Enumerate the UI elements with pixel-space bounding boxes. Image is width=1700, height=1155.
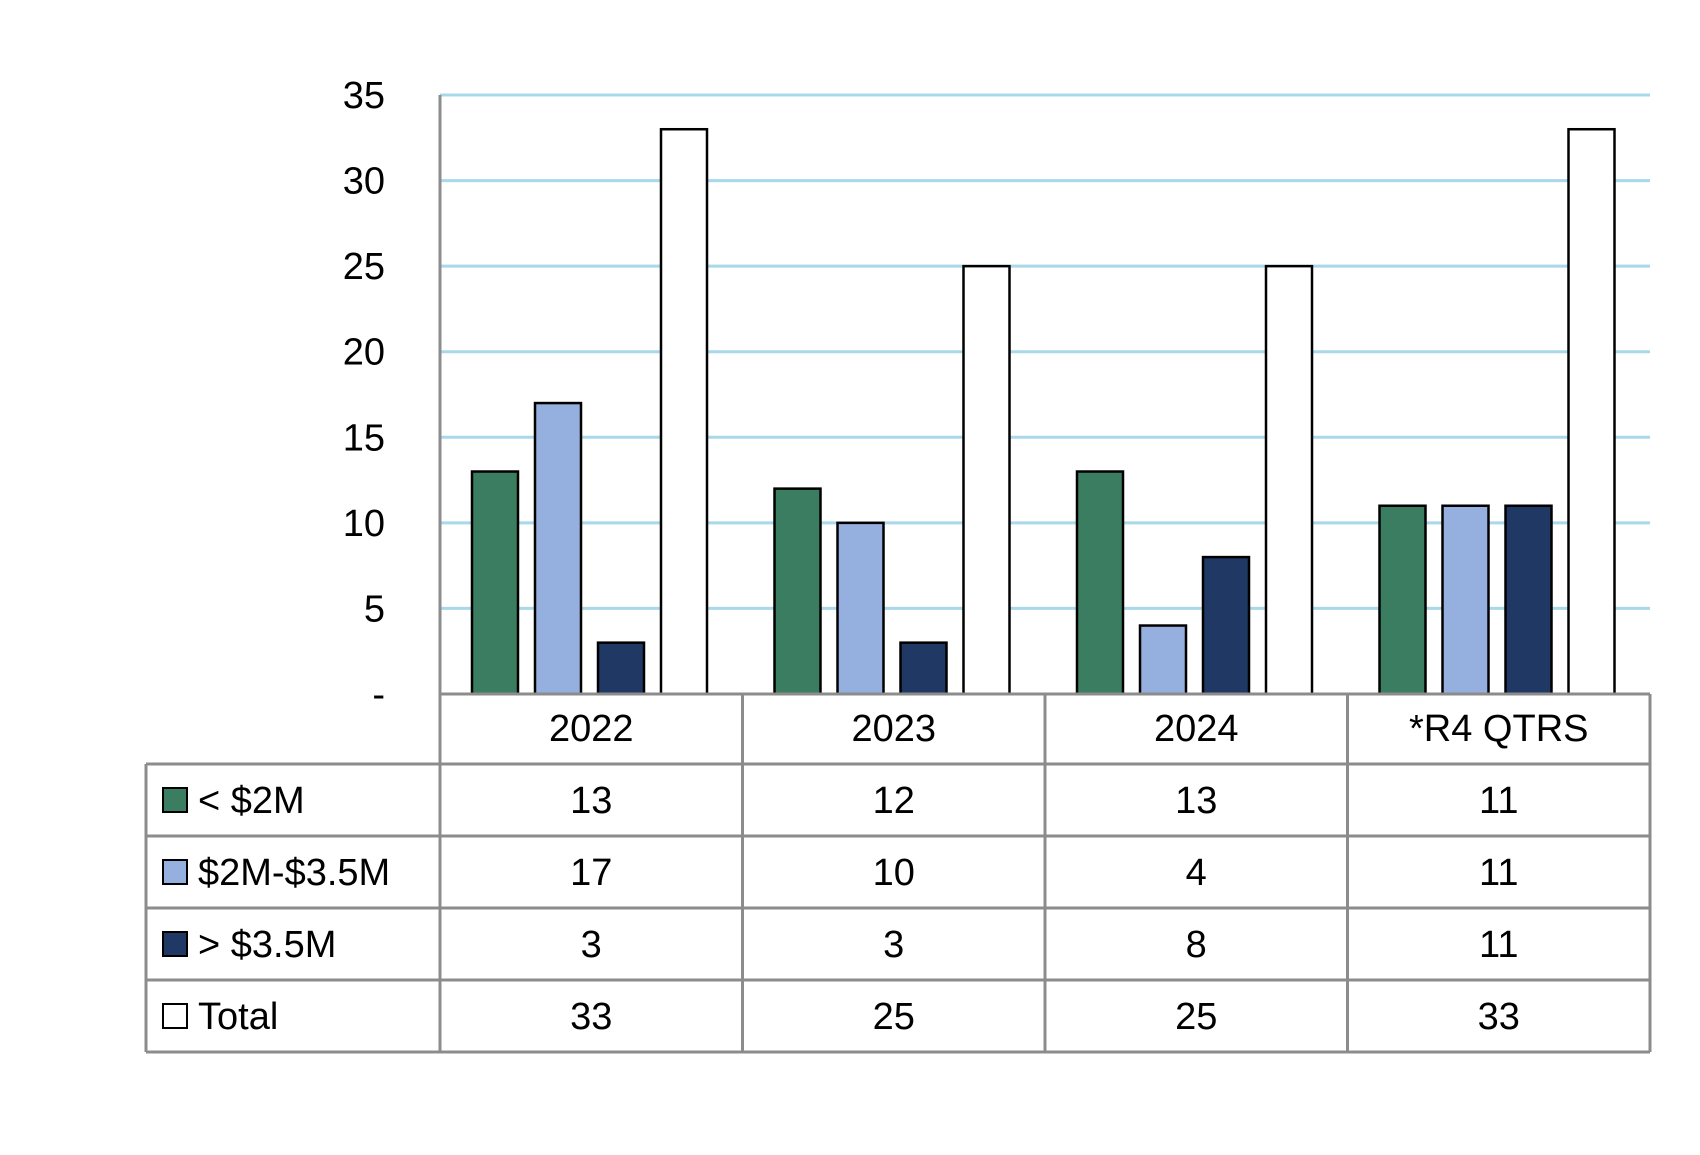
legend-label: < $2M — [198, 780, 305, 822]
legend-swatch — [162, 787, 188, 813]
data-label: 12 — [873, 780, 915, 822]
y-axis: - 5 10 15 20 25 30 35 — [343, 75, 385, 716]
legend-swatch — [162, 931, 188, 957]
y-tick-label: 10 — [343, 503, 385, 545]
data-label: 8 — [1186, 924, 1207, 966]
y-tick-label: 35 — [343, 75, 385, 117]
legend-swatch — [162, 1003, 188, 1029]
y-tick-label: - — [372, 674, 385, 716]
data-label: 17 — [570, 852, 612, 894]
data-label: 3 — [581, 924, 602, 966]
category-label: 2024 — [1154, 708, 1239, 750]
data-label: 10 — [873, 852, 915, 894]
data-label: 4 — [1186, 852, 1207, 894]
bar — [836, 521, 885, 696]
bar — [1378, 504, 1427, 696]
bars — [470, 127, 1616, 696]
y-tick-label: 30 — [343, 161, 385, 203]
category-label: *R4 QTRS — [1409, 708, 1588, 750]
data-label: 25 — [873, 996, 915, 1038]
bar — [1075, 470, 1125, 696]
bar — [1504, 504, 1553, 696]
data-label: 3 — [883, 924, 904, 966]
y-tick-label: 25 — [343, 246, 385, 288]
y-tick-label: 20 — [343, 332, 385, 374]
bar — [596, 641, 646, 696]
y-tick-label: 15 — [343, 417, 385, 459]
bar — [1264, 264, 1314, 696]
data-label: 25 — [1175, 996, 1217, 1038]
legend-swatch — [162, 859, 188, 885]
data-label: 33 — [570, 996, 612, 1038]
data-label: 11 — [1479, 852, 1518, 894]
y-tick-label: 5 — [364, 588, 385, 630]
bar — [1567, 127, 1616, 696]
data-label: 11 — [1479, 780, 1518, 822]
bar — [962, 264, 1011, 696]
legend-label: > $3.5M — [198, 924, 336, 966]
category-label: 2022 — [549, 708, 634, 750]
bar — [899, 641, 948, 696]
bar — [470, 470, 520, 696]
gridlines — [440, 93, 1650, 610]
category-label: 2023 — [851, 708, 936, 750]
legend-label: Total — [198, 996, 278, 1038]
data-label: 11 — [1479, 924, 1518, 966]
bar — [1201, 555, 1251, 696]
data-table: 2022 2023 2024 *R4 QTRS < $2M 13 12 13 11 $2M-$3.… — [144, 95, 1652, 1054]
data-label: 13 — [1175, 780, 1217, 822]
bar — [659, 127, 709, 696]
bar — [773, 487, 822, 696]
bar — [1138, 624, 1188, 696]
bar — [533, 401, 583, 696]
data-label: 13 — [570, 780, 612, 822]
data-label: 33 — [1478, 996, 1520, 1038]
bar — [1441, 504, 1490, 696]
legend-label: $2M-$3.5M — [198, 852, 390, 894]
